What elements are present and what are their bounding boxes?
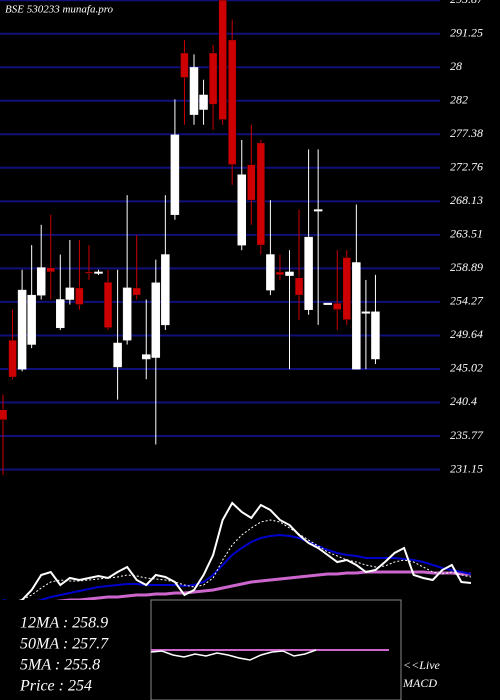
indicator-line	[2, 570, 471, 610]
y-tick-label: 295.87	[450, 0, 484, 6]
y-tick-label: 268.13	[450, 193, 483, 207]
y-tick-label: 240.4	[450, 394, 477, 408]
candle-body	[94, 271, 103, 274]
candle-body	[256, 142, 266, 246]
candle-body	[65, 287, 75, 300]
candle-body	[8, 339, 17, 378]
y-tick-label: 249.64	[450, 327, 483, 341]
candle-body	[142, 354, 151, 360]
info-label: 12MA : 258.9	[20, 615, 108, 632]
candle-body	[151, 282, 161, 358]
info-label: Price : 254	[19, 678, 92, 695]
candle-body	[266, 254, 275, 291]
indicator-line	[2, 501, 472, 606]
macd-label: <<Live	[403, 658, 441, 672]
candle-body	[75, 287, 84, 305]
candle-body	[294, 277, 304, 296]
candle-body	[46, 267, 55, 273]
candle-body	[285, 271, 294, 276]
y-tick-label: 263.51	[450, 227, 483, 241]
candle-body	[0, 409, 8, 421]
info-label: 5MA : 255.8	[20, 657, 100, 674]
y-tick-label: 282	[450, 93, 468, 107]
macd-label: MACD	[402, 676, 437, 690]
candle-body	[371, 311, 380, 360]
candle-body	[170, 134, 180, 215]
candle-body	[17, 289, 27, 370]
y-tick-label: 291.25	[450, 25, 483, 39]
candle-body	[208, 52, 218, 105]
candle-body	[304, 236, 313, 310]
candle-body	[275, 271, 285, 276]
chart-title: BSE 530233 munafa.pro	[5, 4, 114, 16]
candle-body	[161, 254, 170, 326]
y-tick-label: 231.15	[450, 461, 483, 475]
y-tick-label: 258.89	[450, 260, 483, 274]
candle-body	[237, 174, 246, 246]
candle-body	[56, 299, 65, 329]
candle-body	[247, 164, 256, 201]
candle-body	[313, 209, 323, 212]
y-tick-label: 245.02	[450, 361, 483, 375]
candle-body	[84, 271, 94, 274]
candle-body	[227, 39, 237, 165]
y-tick-label: 272.76	[450, 160, 483, 174]
candle-body	[199, 94, 208, 110]
candle-body	[180, 52, 189, 78]
indicator-line	[2, 533, 472, 605]
candle-body	[361, 311, 371, 314]
candle-body	[122, 287, 132, 341]
candle-body	[333, 302, 342, 310]
candle-body	[323, 302, 332, 305]
y-tick-label: 254.27	[450, 294, 484, 308]
info-box	[0, 600, 150, 700]
y-tick-label: 277.38	[450, 126, 483, 140]
y-tick-label: 235.77	[450, 428, 484, 442]
macd-line	[150, 649, 317, 661]
candle-body	[36, 267, 46, 296]
candle-body	[218, 0, 227, 120]
candle-body	[27, 294, 36, 345]
candle-body	[352, 262, 361, 370]
candle-body	[132, 287, 141, 296]
candle-body	[342, 257, 352, 321]
candle-body	[103, 281, 113, 329]
candle-body	[113, 342, 122, 368]
indicator-line	[2, 519, 472, 604]
info-label: 50MA : 257.7	[20, 636, 109, 653]
y-tick-label: 28	[450, 59, 462, 73]
candle-body	[189, 67, 199, 115]
